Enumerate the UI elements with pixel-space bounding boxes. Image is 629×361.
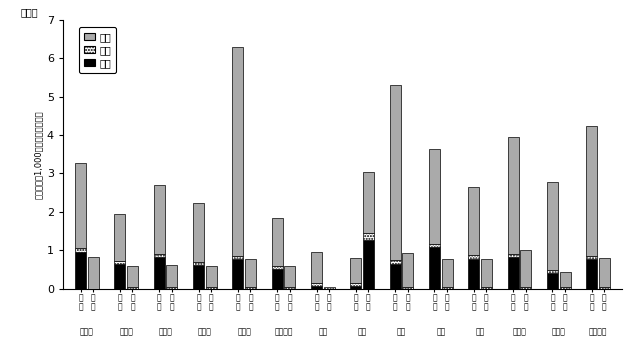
Bar bbox=[469, 187, 479, 255]
Bar bbox=[206, 287, 216, 289]
Bar bbox=[586, 256, 598, 259]
Bar bbox=[560, 287, 571, 289]
Bar bbox=[272, 269, 282, 289]
Bar bbox=[245, 287, 256, 289]
Bar bbox=[389, 264, 401, 289]
Bar bbox=[389, 86, 401, 260]
Bar bbox=[442, 287, 453, 289]
Bar bbox=[350, 283, 361, 286]
Bar bbox=[520, 287, 532, 289]
Bar bbox=[232, 47, 243, 256]
Bar bbox=[469, 259, 479, 289]
Text: 北関東: 北関東 bbox=[198, 328, 212, 337]
Bar bbox=[87, 257, 99, 289]
Bar bbox=[311, 286, 322, 289]
Legend: 私立, 公立, 国立: 私立, 公立, 国立 bbox=[79, 27, 116, 73]
Bar bbox=[350, 286, 361, 289]
Bar bbox=[323, 287, 335, 289]
Bar bbox=[284, 266, 295, 287]
Bar bbox=[403, 287, 413, 289]
Bar bbox=[272, 266, 282, 269]
Text: 甲信越静: 甲信越静 bbox=[274, 328, 292, 337]
Y-axis label: 地域成人口1,000人当たり入学定員: 地域成人口1,000人当たり入学定員 bbox=[33, 110, 43, 199]
Bar bbox=[389, 260, 401, 264]
Bar bbox=[75, 252, 86, 289]
Bar bbox=[245, 259, 256, 287]
Bar bbox=[481, 259, 492, 287]
Bar bbox=[442, 259, 453, 287]
Bar bbox=[508, 254, 519, 257]
Bar bbox=[599, 258, 610, 287]
Bar bbox=[114, 261, 125, 264]
Bar bbox=[153, 257, 165, 289]
Bar bbox=[114, 214, 125, 261]
Bar bbox=[560, 271, 571, 287]
Bar bbox=[363, 233, 374, 240]
Bar bbox=[127, 287, 138, 289]
Text: 近畿: 近畿 bbox=[397, 328, 406, 337]
Bar bbox=[311, 252, 322, 283]
Bar bbox=[508, 257, 519, 289]
Bar bbox=[75, 248, 86, 252]
Bar bbox=[403, 253, 413, 287]
Text: 四国: 四国 bbox=[476, 328, 485, 337]
Bar bbox=[350, 258, 361, 283]
Bar bbox=[232, 259, 243, 289]
Text: 東海: 東海 bbox=[318, 328, 328, 337]
Bar bbox=[232, 256, 243, 259]
Bar bbox=[429, 149, 440, 244]
Text: 南関東: 南関東 bbox=[237, 328, 251, 337]
Bar bbox=[166, 287, 177, 289]
Bar bbox=[284, 287, 295, 289]
Text: （人）: （人） bbox=[21, 7, 38, 17]
Text: 全国平均: 全国平均 bbox=[589, 328, 608, 337]
Bar bbox=[547, 270, 558, 273]
Bar bbox=[193, 203, 204, 262]
Bar bbox=[166, 265, 177, 287]
Bar bbox=[363, 240, 374, 289]
Bar bbox=[311, 283, 322, 286]
Bar bbox=[429, 244, 440, 247]
Text: 北海道: 北海道 bbox=[80, 328, 94, 337]
Bar bbox=[153, 185, 165, 254]
Bar bbox=[153, 254, 165, 257]
Bar bbox=[206, 266, 216, 287]
Bar bbox=[75, 163, 86, 248]
Bar bbox=[193, 265, 204, 289]
Bar bbox=[520, 251, 532, 287]
Text: 北陸: 北陸 bbox=[357, 328, 367, 337]
Text: 南九州: 南九州 bbox=[552, 328, 565, 337]
Bar bbox=[114, 264, 125, 289]
Text: 中国: 中国 bbox=[436, 328, 445, 337]
Text: 南東北: 南東北 bbox=[159, 328, 172, 337]
Bar bbox=[272, 218, 282, 266]
Bar bbox=[547, 182, 558, 270]
Bar bbox=[429, 247, 440, 289]
Bar bbox=[469, 255, 479, 259]
Bar bbox=[363, 172, 374, 233]
Bar bbox=[586, 259, 598, 289]
Bar bbox=[586, 126, 598, 256]
Text: 北東北: 北東北 bbox=[120, 328, 133, 337]
Bar bbox=[193, 262, 204, 265]
Bar bbox=[127, 266, 138, 287]
Text: 北九州: 北九州 bbox=[513, 328, 526, 337]
Bar bbox=[599, 287, 610, 289]
Bar bbox=[508, 137, 519, 254]
Bar bbox=[547, 273, 558, 289]
Bar bbox=[481, 287, 492, 289]
